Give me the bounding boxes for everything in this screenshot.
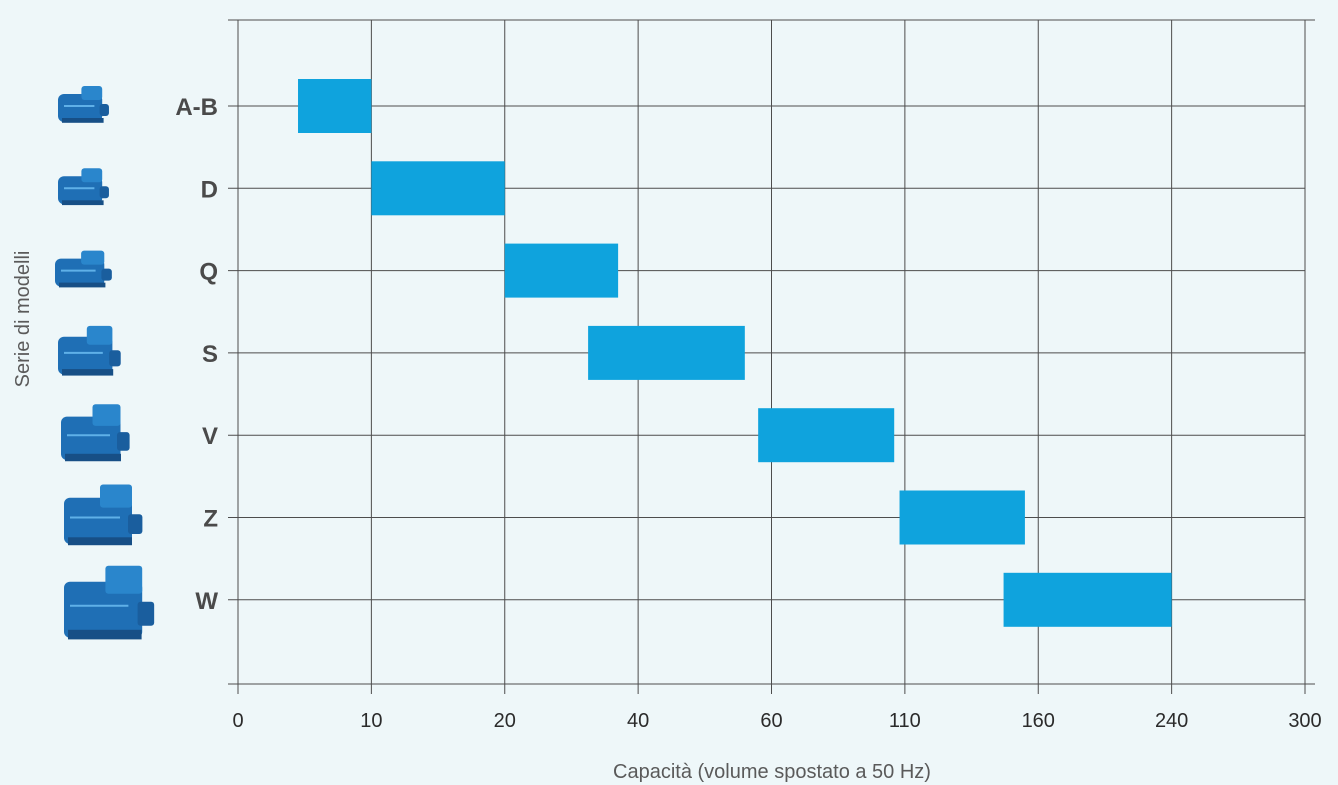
compressor-d-icon xyxy=(58,168,109,206)
bars xyxy=(298,79,1172,627)
x-tick-label: 40 xyxy=(627,710,649,732)
bar-d xyxy=(371,161,505,216)
category-label: Q xyxy=(199,259,218,286)
y-axis-title: Serie di modelli xyxy=(12,251,34,388)
category-label: W xyxy=(195,588,218,615)
bar-q xyxy=(504,243,619,298)
compressor-q-icon xyxy=(55,250,112,288)
bar-a-b xyxy=(298,79,372,133)
category-label: A-B xyxy=(175,94,218,121)
compressor-a-b-icon xyxy=(58,86,109,123)
grid: 0 10 20 40 60 110 160 240 300 xyxy=(228,19,1322,732)
x-tick-label: 110 xyxy=(889,710,921,732)
compressor-s-icon xyxy=(58,325,121,376)
x-axis-title: Capacità (volume spostato a 50 Hz) xyxy=(613,761,931,783)
bar-z xyxy=(899,490,1025,545)
x-tick-label: 0 xyxy=(232,710,243,732)
compressor-v-icon xyxy=(61,404,130,462)
bar-s xyxy=(588,325,745,380)
x-tick-label: 300 xyxy=(1288,710,1321,732)
x-tick-label: 20 xyxy=(494,710,516,732)
x-tick-label: 60 xyxy=(760,710,782,732)
x-tick-label: 160 xyxy=(1022,710,1055,732)
x-tick-label: 240 xyxy=(1155,710,1188,732)
compressor-w-icon xyxy=(64,565,155,640)
compressor-icons xyxy=(55,86,155,640)
labels: A-B D Q S V Z W xyxy=(175,94,218,615)
bar-w xyxy=(1003,572,1172,627)
category-label: S xyxy=(202,341,218,368)
compressor-z-icon xyxy=(64,484,143,546)
category-label: Z xyxy=(203,506,218,533)
bar-v xyxy=(758,408,895,463)
x-tick-label: 10 xyxy=(360,710,382,732)
category-label: V xyxy=(202,423,218,450)
category-label: D xyxy=(201,176,218,203)
